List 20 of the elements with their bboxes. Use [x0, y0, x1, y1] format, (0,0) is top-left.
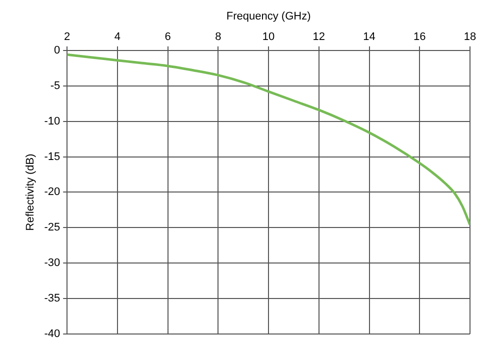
x-tick-label: 12 [312, 30, 326, 43]
x-tick-label: 14 [363, 30, 376, 43]
y-tick-label: -30 [44, 257, 60, 270]
x-tick-label: 2 [64, 30, 70, 43]
y-tick-label: -10 [44, 115, 60, 128]
y-tick-label: -40 [44, 328, 60, 340]
x-tick-label: 10 [262, 30, 275, 43]
x-axis-title: Frequency (GHz) [226, 10, 311, 23]
x-tick-label: 16 [414, 30, 426, 43]
x-tick-label: 4 [114, 30, 121, 43]
x-tick-label: 8 [215, 30, 222, 43]
y-tick-label: -25 [44, 222, 60, 234]
y-tick-label: -35 [44, 292, 60, 305]
y-tick-label: -15 [44, 150, 60, 163]
x-tick-label: 18 [464, 30, 476, 43]
y-tick-label: -5 [50, 80, 60, 92]
x-tick-label: 6 [164, 30, 171, 43]
y-tick-label: 0 [54, 44, 60, 56]
y-tick-label: -20 [44, 186, 60, 198]
y-axis-title: Reflectivity (dB) [24, 154, 37, 231]
